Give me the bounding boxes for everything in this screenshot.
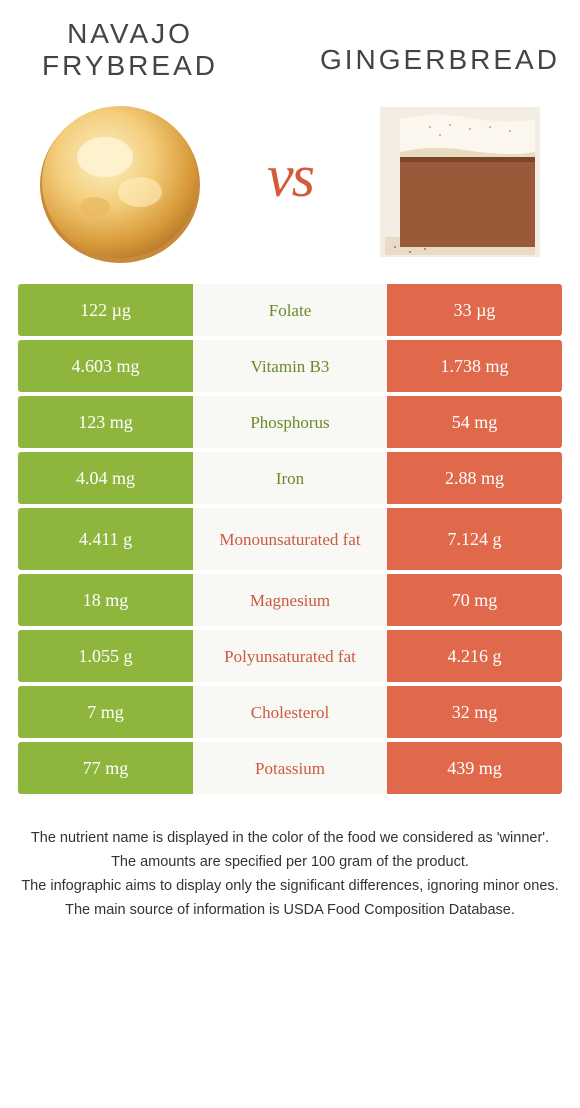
nutrient-label: Vitamin B3 xyxy=(193,340,387,392)
left-value: 123 mg xyxy=(18,396,193,448)
left-value: 122 µg xyxy=(18,284,193,336)
footnote-line: The infographic aims to display only the… xyxy=(20,876,560,898)
left-value: 7 mg xyxy=(18,686,193,738)
right-value: 4.216 g xyxy=(387,630,562,682)
footnotes: The nutrient name is displayed in the co… xyxy=(0,798,580,921)
right-value: 2.88 mg xyxy=(387,452,562,504)
frybread-icon xyxy=(35,97,205,267)
footnote-line: The amounts are specified per 100 gram o… xyxy=(20,852,560,874)
nutrient-label: Magnesium xyxy=(193,574,387,626)
header: Navajo frybread Gingerbread xyxy=(0,0,580,92)
gingerbread-icon xyxy=(370,97,550,267)
right-food-title: Gingerbread xyxy=(320,24,550,76)
nutrient-label: Phosphorus xyxy=(193,396,387,448)
left-value: 77 mg xyxy=(18,742,193,794)
right-value: 32 mg xyxy=(387,686,562,738)
nutrient-table: 122 µgFolate33 µg4.603 mgVitamin B31.738… xyxy=(0,284,580,794)
table-row: 4.411 gMonounsaturated fat7.124 g xyxy=(18,508,562,570)
right-value: 54 mg xyxy=(387,396,562,448)
nutrient-label: Cholesterol xyxy=(193,686,387,738)
images-row: vs xyxy=(0,92,580,284)
left-value: 4.603 mg xyxy=(18,340,193,392)
nutrient-label: Potassium xyxy=(193,742,387,794)
table-row: 4.04 mgIron2.88 mg xyxy=(18,452,562,504)
table-row: 18 mgMagnesium70 mg xyxy=(18,574,562,626)
right-food-image xyxy=(370,92,550,272)
table-row: 7 mgCholesterol32 mg xyxy=(18,686,562,738)
left-value: 4.411 g xyxy=(18,508,193,570)
footnote-line: The nutrient name is displayed in the co… xyxy=(20,828,560,850)
nutrient-label: Folate xyxy=(193,284,387,336)
nutrient-label: Polyunsaturated fat xyxy=(193,630,387,682)
left-food-image xyxy=(30,92,210,272)
table-row: 123 mgPhosphorus54 mg xyxy=(18,396,562,448)
left-value: 4.04 mg xyxy=(18,452,193,504)
left-value: 18 mg xyxy=(18,574,193,626)
footnote-line: The main source of information is USDA F… xyxy=(20,900,560,922)
table-row: 4.603 mgVitamin B31.738 mg xyxy=(18,340,562,392)
right-value: 33 µg xyxy=(387,284,562,336)
nutrient-label: Monounsaturated fat xyxy=(193,508,387,570)
right-value: 439 mg xyxy=(387,742,562,794)
nutrient-label: Iron xyxy=(193,452,387,504)
left-value: 1.055 g xyxy=(18,630,193,682)
right-value: 70 mg xyxy=(387,574,562,626)
right-value: 7.124 g xyxy=(387,508,562,570)
right-value: 1.738 mg xyxy=(387,340,562,392)
vs-badge: vs xyxy=(267,142,313,211)
table-row: 1.055 gPolyunsaturated fat4.216 g xyxy=(18,630,562,682)
left-food-title: Navajo frybread xyxy=(30,18,230,82)
table-row: 77 mgPotassium439 mg xyxy=(18,742,562,794)
table-row: 122 µgFolate33 µg xyxy=(18,284,562,336)
